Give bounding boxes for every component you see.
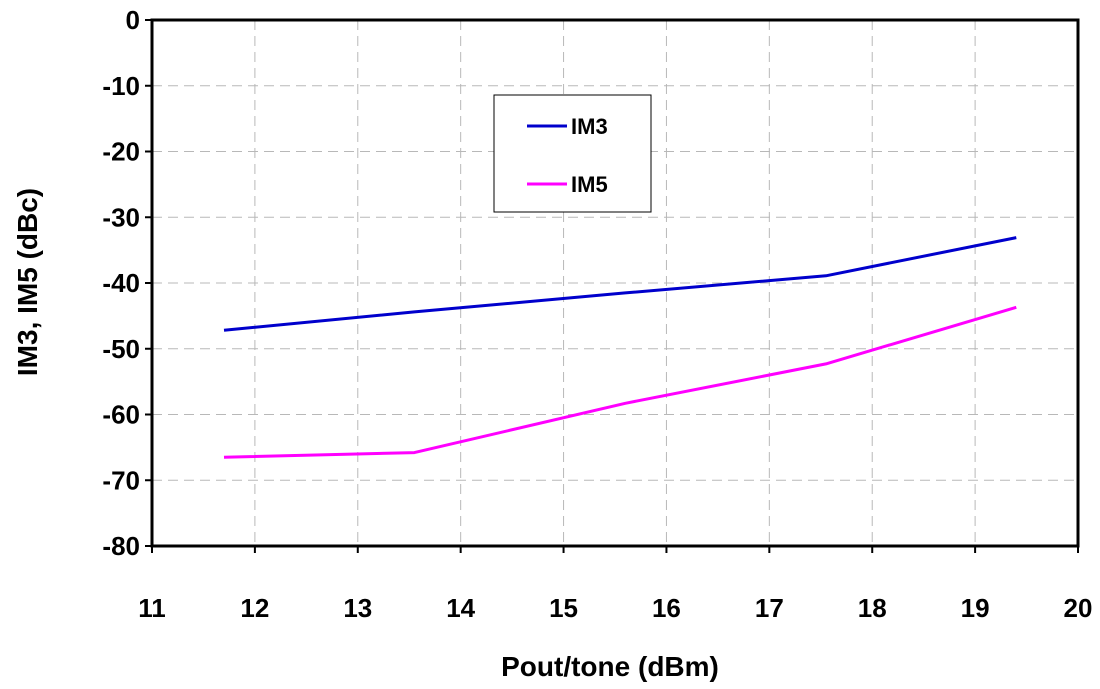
y-axis-title: IM3, IM5 (dBc)	[12, 188, 43, 376]
x-axis-tick-labels: 11 12 13 14 15 16 17 18 19 20	[138, 593, 1092, 623]
x-tick-label: 15	[549, 593, 578, 623]
x-tick-label: 16	[652, 593, 681, 623]
x-tick-label: 11	[138, 593, 166, 623]
legend-label-im3: IM3	[571, 114, 608, 139]
x-tick-label: 14	[446, 593, 475, 623]
legend-box	[493, 94, 652, 213]
x-tick-label: 17	[755, 593, 784, 623]
x-tick-label: 20	[1064, 593, 1093, 623]
y-axis-tick-labels: 0 -10 -20 -30 -40 -50 -60 -70 -80	[102, 5, 140, 561]
y-tick-label: 0	[126, 5, 140, 35]
series-line-im3	[223, 236, 1017, 332]
y-tick-label: -50	[102, 334, 140, 364]
x-tick-label: 12	[240, 593, 269, 623]
x-axis-title: Pout/tone (dBm)	[501, 651, 719, 682]
y-tick-label: -20	[102, 137, 140, 167]
series-line-im5	[223, 305, 1017, 459]
legend-label-im5: IM5	[571, 172, 608, 197]
y-tick-label: -60	[102, 400, 140, 430]
y-tick-label: -40	[102, 268, 140, 298]
y-tick-label: -30	[102, 202, 140, 232]
grid	[152, 20, 1078, 546]
legend: IM3 IM5	[493, 94, 652, 213]
x-tick-label: 18	[858, 593, 887, 623]
x-tick-label: 13	[343, 593, 372, 623]
y-tick-label: -70	[102, 465, 140, 495]
y-tick-label: -10	[102, 71, 140, 101]
series-lines	[223, 236, 1017, 459]
y-tick-label: -80	[102, 531, 140, 561]
x-tick-label: 19	[961, 593, 990, 623]
axis-ticks	[145, 19, 1079, 553]
